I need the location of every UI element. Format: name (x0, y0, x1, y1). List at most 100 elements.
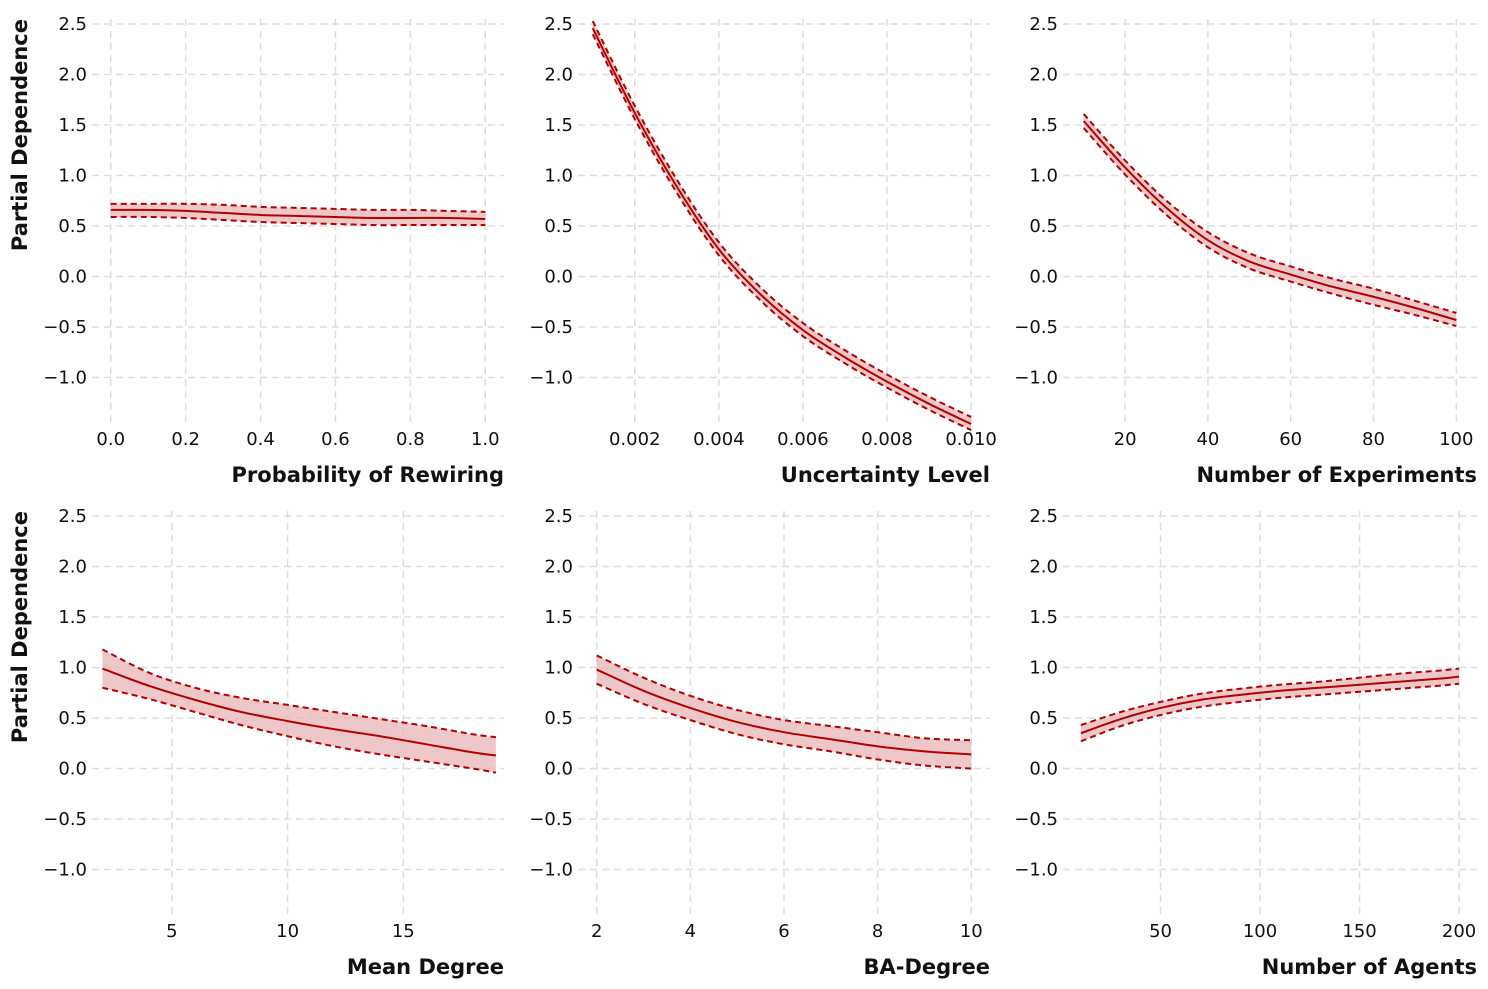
mean-line (110, 208, 486, 220)
y-tick-label: 0.5 (58, 216, 87, 237)
y-tick-label: −1.0 (43, 860, 87, 881)
y-tick-label: 0.0 (1029, 267, 1058, 288)
x-tick-label: 20 (1114, 429, 1137, 450)
y-tick-label: 0.0 (544, 267, 573, 288)
y-tick-label: 0.5 (58, 708, 87, 729)
x-tick-label: 10 (276, 921, 299, 942)
x-tick-label: 0.8 (396, 429, 425, 450)
x-tick-label: 0.010 (945, 429, 997, 450)
x-tick-label: 100 (1439, 429, 1473, 450)
y-tick-label: 0.5 (1029, 216, 1058, 237)
mean-line (1080, 675, 1460, 735)
x-tick-label: 1.0 (471, 429, 500, 450)
x-tick-label: 8 (872, 921, 883, 942)
upper-bound-line (591, 20, 972, 418)
x-axis-label: Probability of Rewiring (232, 463, 504, 487)
confidence-band (102, 649, 496, 773)
y-tick-label: 0.0 (58, 759, 87, 780)
upper-bound-line (110, 202, 486, 213)
confidence-band (1083, 113, 1457, 327)
x-axis-label: Mean Degree (347, 955, 504, 979)
x-tick-label: 6 (778, 921, 789, 942)
y-tick-label: −0.5 (1014, 317, 1058, 338)
y-tick-label: −1.0 (529, 860, 573, 881)
x-tick-label: 50 (1149, 921, 1172, 942)
mean-line (591, 27, 972, 425)
upper-bound-line (1080, 667, 1460, 727)
y-tick-label: 0.5 (1029, 708, 1058, 729)
y-tick-label: 0.5 (544, 708, 573, 729)
y-tick-label: 1.0 (544, 658, 573, 679)
lower-bound-line (102, 686, 497, 774)
panel-1: 2.5 2.0 1.5 1.0 0.5 0.0 −0.5 −1.0 0.0 0.2 0.4 0.6 0.… (8, 14, 504, 487)
y-tick-label: 2.5 (58, 14, 87, 35)
y-axis-label: Partial Dependence (8, 511, 32, 743)
x-tick-label: 5 (166, 921, 177, 942)
y-tick-label: 0.0 (544, 759, 573, 780)
x-tick-label: 0.6 (321, 429, 350, 450)
y-tick-label: −1.0 (529, 368, 573, 389)
panel-4: 2.5 2.0 1.5 1.0 0.5 0.0 −0.5 −1.0 5 10 15 Mean Degr… (8, 506, 504, 979)
y-tick-label: −0.5 (529, 317, 573, 338)
y-tick-label: 0.0 (58, 267, 87, 288)
y-tick-label: 1.0 (544, 166, 573, 187)
y-tick-label: −1.0 (1014, 860, 1058, 881)
y-tick-label: −0.5 (43, 809, 87, 830)
panel-5: 2.5 2.0 1.5 1.0 0.5 0.0 −0.5 −1.0 2 4 6 8 10 BA-Degre… (529, 506, 990, 979)
y-tick-label: 0.0 (1029, 759, 1058, 780)
y-tick-label: 2.0 (58, 65, 87, 86)
mean-line (102, 667, 497, 757)
y-tick-label: 1.5 (544, 607, 573, 628)
y-tick-label: 1.0 (58, 658, 87, 679)
x-tick-label: 0.0 (96, 429, 125, 450)
y-tick-label: 2.0 (544, 557, 573, 578)
confidence-band (596, 655, 972, 769)
lower-bound-line (110, 215, 486, 227)
x-tick-label: 0.008 (861, 429, 913, 450)
y-tick-label: 1.5 (1029, 607, 1058, 628)
x-tick-label: 40 (1196, 429, 1219, 450)
x-tick-label: 0.002 (609, 429, 661, 450)
x-tick-label: 100 (1243, 921, 1277, 942)
y-axis-label: Partial Dependence (8, 19, 32, 251)
x-tick-label: 4 (685, 921, 696, 942)
x-tick-label: 200 (1442, 921, 1476, 942)
lower-bound-line (1080, 682, 1460, 743)
y-tick-label: 0.5 (544, 216, 573, 237)
y-tick-label: 1.0 (1029, 658, 1058, 679)
x-axis-label: Uncertainty Level (781, 463, 990, 487)
x-tick-label: 0.006 (777, 429, 829, 450)
y-tick-label: 1.5 (1029, 115, 1058, 136)
y-tick-label: 1.0 (1029, 166, 1058, 187)
y-tick-label: 1.0 (58, 166, 87, 187)
confidence-band (1080, 668, 1460, 742)
x-tick-label: 2 (591, 921, 602, 942)
x-tick-label: 150 (1342, 921, 1376, 942)
y-tick-label: 2.0 (1029, 65, 1058, 86)
y-tick-label: 1.5 (58, 115, 87, 136)
mean-line (596, 668, 972, 756)
y-tick-label: −1.0 (1014, 368, 1058, 389)
y-tick-label: −0.5 (43, 317, 87, 338)
panel-3: 2.5 2.0 1.5 1.0 0.5 0.0 −0.5 −1.0 20 40 60 80 100 Num… (1014, 14, 1477, 487)
y-tick-label: 2.0 (58, 557, 87, 578)
y-tick-label: −0.5 (1014, 809, 1058, 830)
confidence-band (110, 203, 486, 226)
y-tick-label: 2.5 (1029, 506, 1058, 527)
x-tick-label: 0.2 (171, 429, 200, 450)
y-tick-label: −0.5 (529, 809, 573, 830)
x-tick-label: 15 (392, 921, 415, 942)
lower-bound-line (596, 682, 972, 770)
y-tick-label: −1.0 (43, 368, 87, 389)
lower-bound-line (1082, 127, 1457, 328)
upper-bound-line (1082, 113, 1457, 314)
upper-bound-line (101, 648, 497, 739)
y-tick-label: 2.0 (544, 65, 573, 86)
y-tick-label: 2.0 (1029, 557, 1058, 578)
x-axis-label: Number of Agents (1262, 955, 1477, 979)
y-tick-label: 1.5 (58, 607, 87, 628)
y-tick-label: 2.5 (1029, 14, 1058, 35)
y-tick-label: 1.5 (544, 115, 573, 136)
panel-6: 2.5 2.0 1.5 1.0 0.5 0.0 −0.5 −1.0 50 100 150 200 Num… (1014, 506, 1477, 979)
